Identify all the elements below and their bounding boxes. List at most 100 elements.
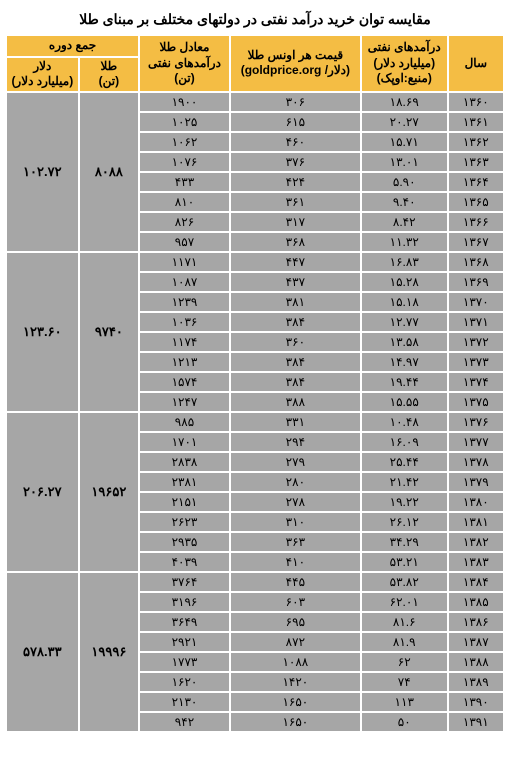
cell-gold-eq: ۱۶۲۰ [139, 672, 230, 692]
cell-sum-ton: ۱۹۹۹۶ [79, 572, 139, 732]
cell-revenue: ۵۰ [361, 712, 448, 732]
table-row: ۱۳۶۰۱۸.۶۹۳۰۶۱۹۰۰۸۰۸۸۱۰۲.۷۲ [6, 92, 504, 112]
cell-gold-price: ۴۱۰ [230, 552, 361, 572]
cell-revenue: ۸۱.۶ [361, 612, 448, 632]
cell-year: ۱۳۸۶ [448, 612, 504, 632]
cell-year: ۱۳۶۰ [448, 92, 504, 112]
cell-year: ۱۳۸۱ [448, 512, 504, 532]
cell-gold-eq: ۱۵۷۴ [139, 372, 230, 392]
cell-sum-dollar: ۱۰۲.۷۲ [6, 92, 79, 252]
cell-year: ۱۳۹۰ [448, 692, 504, 712]
cell-gold-eq: ۱۷۰۱ [139, 432, 230, 452]
cell-gold-eq: ۱۹۰۰ [139, 92, 230, 112]
cell-gold-price: ۳۶۰ [230, 332, 361, 352]
cell-gold-eq: ۸۲۶ [139, 212, 230, 232]
cell-year: ۱۳۸۵ [448, 592, 504, 612]
cell-gold-eq: ۱۲۴۷ [139, 392, 230, 412]
cell-revenue: ۱۳.۰۱ [361, 152, 448, 172]
cell-revenue: ۱۴.۹۷ [361, 352, 448, 372]
cell-gold-price: ۳۸۴ [230, 352, 361, 372]
cell-gold-price: ۴۴۵ [230, 572, 361, 592]
cell-gold-eq: ۱۰۲۵ [139, 112, 230, 132]
cell-revenue: ۱۱.۳۲ [361, 232, 448, 252]
cell-revenue: ۱۵.۱۸ [361, 292, 448, 312]
cell-gold-eq: ۱۰۶۲ [139, 132, 230, 152]
cell-gold-price: ۳۸۴ [230, 372, 361, 392]
cell-gold-eq: ۲۶۲۳ [139, 512, 230, 532]
cell-year: ۱۳۶۳ [448, 152, 504, 172]
cell-gold-eq: ۹۵۷ [139, 232, 230, 252]
col-gold-eq: معادل طلا درآمدهای نفتی (تن) [139, 35, 230, 92]
cell-revenue: ۲۰.۲۷ [361, 112, 448, 132]
table-row: ۱۳۷۶۱۰.۴۸۳۳۱۹۸۵۱۹۶۵۲۲۰۶.۲۷ [6, 412, 504, 432]
cell-gold-price: ۶۰۳ [230, 592, 361, 612]
cell-gold-price: ۳۳۱ [230, 412, 361, 432]
cell-gold-eq: ۲۹۳۵ [139, 532, 230, 552]
cell-gold-price: ۴۲۴ [230, 172, 361, 192]
cell-gold-price: ۴۴۷ [230, 252, 361, 272]
cell-revenue: ۵۳.۸۲ [361, 572, 448, 592]
cell-gold-eq: ۹۴۲ [139, 712, 230, 732]
cell-revenue: ۲۶.۱۲ [361, 512, 448, 532]
cell-year: ۱۳۸۸ [448, 652, 504, 672]
cell-gold-eq: ۲۱۳۰ [139, 692, 230, 712]
cell-year: ۱۳۷۹ [448, 472, 504, 492]
cell-year: ۱۳۸۳ [448, 552, 504, 572]
cell-year: ۱۳۶۱ [448, 112, 504, 132]
cell-revenue: ۱۸.۶۹ [361, 92, 448, 112]
cell-year: ۱۳۷۷ [448, 432, 504, 452]
data-table: سال درآمدهای نفتی (میلیارد دلار) (منبع:ا… [5, 34, 505, 733]
cell-gold-price: ۴۶۰ [230, 132, 361, 152]
col-dol: دلار (میلیارد دلار) [6, 57, 79, 92]
cell-revenue: ۱۲.۷۷ [361, 312, 448, 332]
cell-gold-eq: ۱۰۷۶ [139, 152, 230, 172]
cell-gold-price: ۶۹۵ [230, 612, 361, 632]
cell-revenue: ۱۱۳ [361, 692, 448, 712]
cell-sum-dollar: ۵۷۸.۳۳ [6, 572, 79, 732]
cell-gold-eq: ۱۱۷۴ [139, 332, 230, 352]
cell-year: ۱۳۶۷ [448, 232, 504, 252]
cell-gold-price: ۱۶۵۰ [230, 692, 361, 712]
col-gold-price: قیمت هر اونس طلا (دلار/ goldprice.org) [230, 35, 361, 92]
cell-revenue: ۲۱.۴۲ [361, 472, 448, 492]
cell-gold-price: ۳۶۸ [230, 232, 361, 252]
cell-year: ۱۳۷۶ [448, 412, 504, 432]
col-period-sum: جمع دوره [6, 35, 139, 57]
cell-gold-eq: ۱۰۳۶ [139, 312, 230, 332]
cell-revenue: ۵۳.۲۱ [361, 552, 448, 572]
cell-gold-price: ۲۸۰ [230, 472, 361, 492]
cell-gold-price: ۳۶۱ [230, 192, 361, 212]
cell-revenue: ۲۵.۴۴ [361, 452, 448, 472]
cell-year: ۱۳۸۲ [448, 532, 504, 552]
cell-gold-eq: ۱۷۷۳ [139, 652, 230, 672]
table-row: ۱۳۶۸۱۶.۸۳۴۴۷۱۱۷۱۹۷۴۰۱۲۳.۶۰ [6, 252, 504, 272]
cell-gold-price: ۲۹۴ [230, 432, 361, 452]
cell-gold-price: ۱۰۸۸ [230, 652, 361, 672]
cell-gold-price: ۳۸۴ [230, 312, 361, 332]
cell-gold-price: ۱۴۲۰ [230, 672, 361, 692]
cell-gold-price: ۳۰۶ [230, 92, 361, 112]
cell-gold-eq: ۳۱۹۶ [139, 592, 230, 612]
cell-year: ۱۳۷۵ [448, 392, 504, 412]
cell-gold-eq: ۸۱۰ [139, 192, 230, 212]
cell-gold-eq: ۲۳۸۱ [139, 472, 230, 492]
cell-gold-price: ۳۱۷ [230, 212, 361, 232]
cell-year: ۱۳۷۴ [448, 372, 504, 392]
cell-year: ۱۳۸۰ [448, 492, 504, 512]
cell-gold-price: ۳۶۳ [230, 532, 361, 552]
cell-year: ۱۳۹۱ [448, 712, 504, 732]
cell-revenue: ۱۶.۸۳ [361, 252, 448, 272]
cell-sum-dollar: ۲۰۶.۲۷ [6, 412, 79, 572]
cell-year: ۱۳۶۲ [448, 132, 504, 152]
cell-revenue: ۸.۴۲ [361, 212, 448, 232]
cell-gold-eq: ۲۹۲۱ [139, 632, 230, 652]
cell-gold-price: ۱۶۵۰ [230, 712, 361, 732]
cell-gold-eq: ۴۳۳ [139, 172, 230, 192]
col-year: سال [448, 35, 504, 92]
cell-gold-eq: ۹۸۵ [139, 412, 230, 432]
cell-year: ۱۳۶۸ [448, 252, 504, 272]
cell-sum-ton: ۹۷۴۰ [79, 252, 139, 412]
cell-gold-eq: ۲۸۳۸ [139, 452, 230, 472]
cell-gold-eq: ۴۰۳۹ [139, 552, 230, 572]
cell-revenue: ۸۱.۹ [361, 632, 448, 652]
